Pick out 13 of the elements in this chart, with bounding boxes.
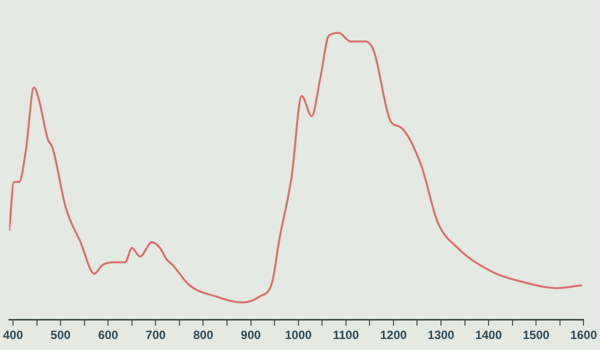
x-tick-label: 800: [193, 328, 214, 342]
x-tick-label: 700: [146, 328, 166, 342]
x-tick-label: 600: [98, 328, 118, 342]
x-tick-label: 1400: [475, 328, 502, 342]
x-tick-label: 1600: [570, 328, 598, 342]
x-tick-label: 1500: [522, 328, 550, 342]
x-tick-label: 500: [50, 328, 71, 342]
x-tick-label: 400: [3, 328, 24, 342]
x-tick-label: 900: [240, 328, 262, 342]
x-tick-label: 1000: [284, 328, 312, 342]
x-tick-label: 1100: [332, 328, 360, 342]
x-tick-label: 1200: [380, 328, 408, 342]
x-tick-label: 1300: [428, 328, 455, 342]
